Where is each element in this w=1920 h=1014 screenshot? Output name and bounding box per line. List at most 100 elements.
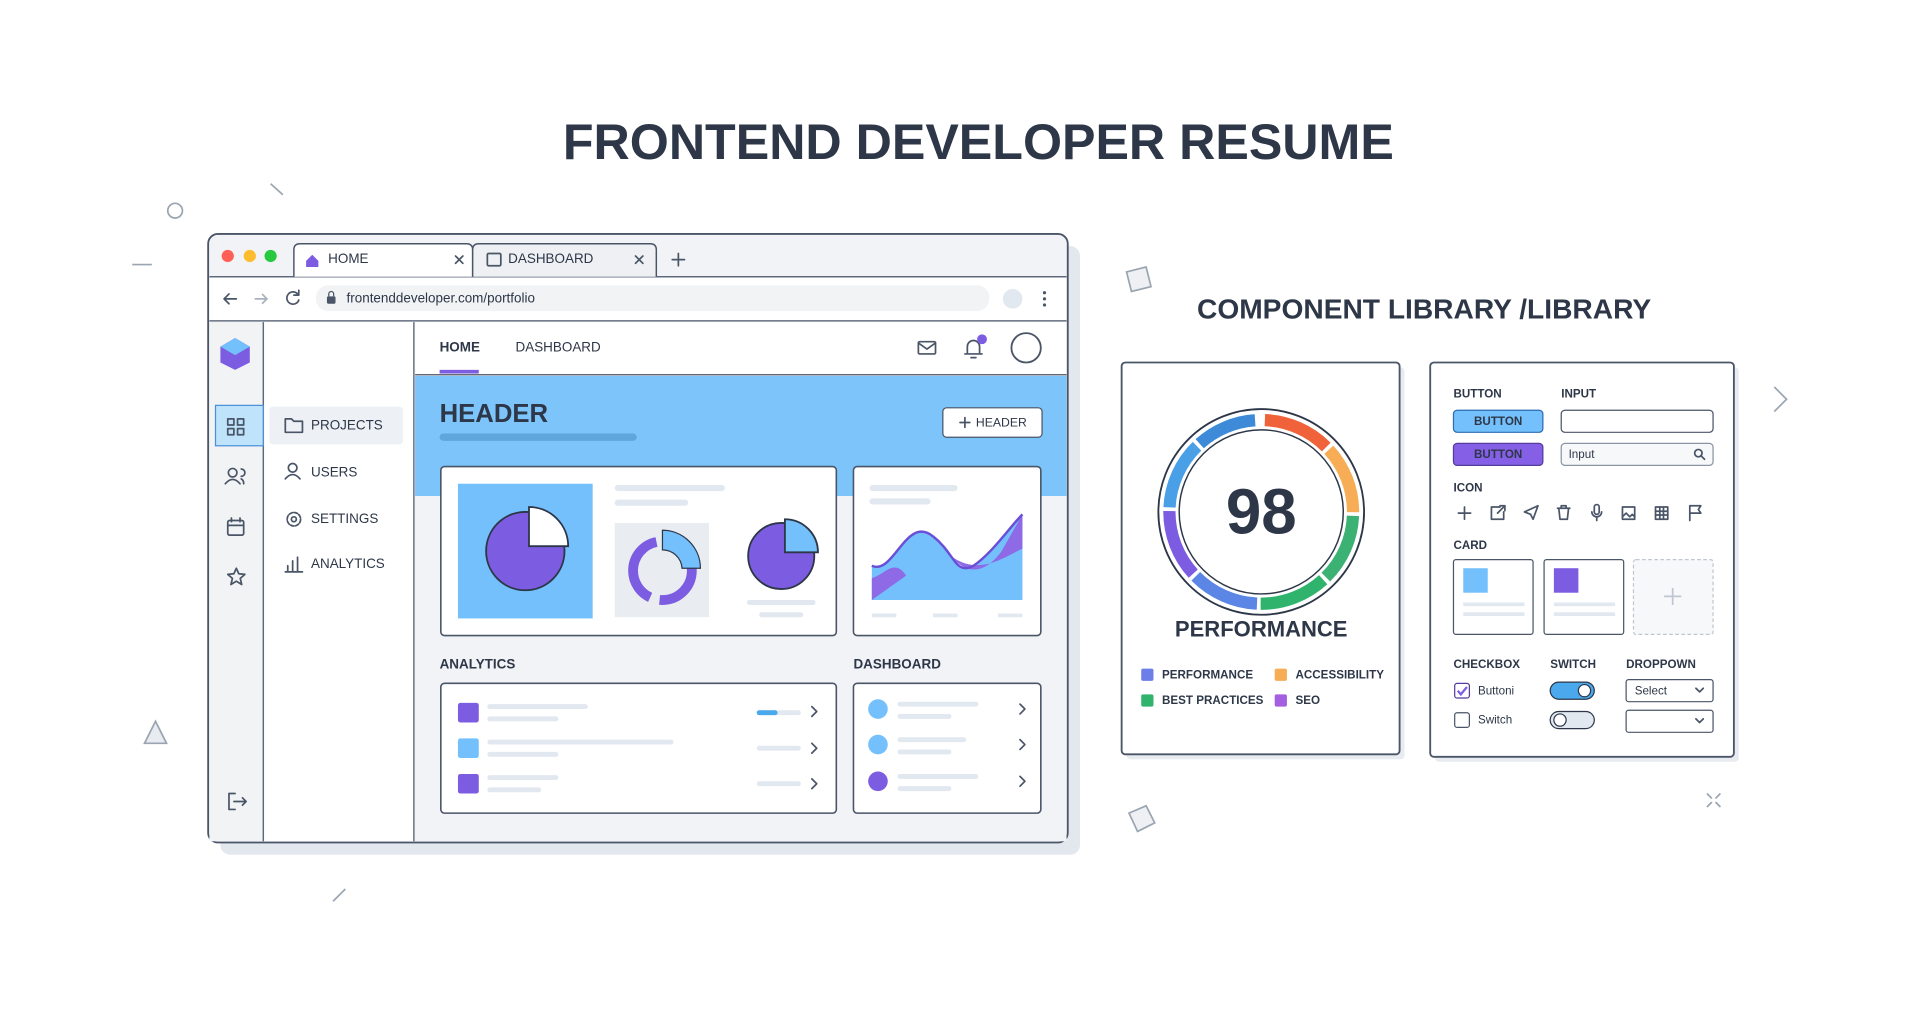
switch-off[interactable] — [1549, 710, 1595, 730]
checkbox[interactable]: Switch — [1454, 712, 1513, 729]
nav-item[interactable]: SETTINGS — [286, 511, 378, 527]
list-card-part — [457, 738, 479, 759]
chart-card-part — [746, 600, 816, 605]
icon-row-part — [1490, 504, 1506, 521]
dashboard-list-card-part — [868, 699, 888, 719]
top-nav-part — [917, 342, 937, 350]
sample-button[interactable]: BUTTON — [1452, 442, 1544, 466]
browser-tab-part — [471, 243, 658, 277]
area-chart-card-part — [933, 613, 958, 618]
sample-input[interactable] — [1560, 409, 1714, 433]
dashboard-list-card-part — [897, 749, 952, 755]
icon-row-part — [1621, 506, 1636, 521]
browser-tab-part — [486, 252, 502, 267]
section-label: ANALYTICS — [440, 657, 516, 672]
browser-tab[interactable]: HOME — [293, 243, 474, 277]
icon-row-part — [1654, 506, 1669, 521]
performance-card-part — [1157, 408, 1365, 616]
list-card-part — [457, 773, 479, 794]
address-bar-part — [1042, 303, 1047, 307]
button-label: BUTTON — [1474, 448, 1522, 461]
sample-button-part — [1452, 442, 1544, 466]
switch-off-part — [1553, 713, 1567, 727]
dropdown[interactable]: Select — [1625, 679, 1714, 703]
area-chart-card — [852, 465, 1042, 637]
nav-item[interactable]: PROJECTS — [284, 418, 383, 434]
nav-item[interactable]: ANALYTICS — [284, 556, 385, 573]
sample-cards-part — [1553, 612, 1616, 616]
performance-score: 98 — [1226, 477, 1297, 548]
sample-cards-part — [1463, 612, 1525, 616]
component-label: INPUT — [1561, 387, 1596, 400]
icon-row-part — [1523, 504, 1539, 521]
nav-tab[interactable]: HOME — [440, 339, 480, 354]
header-button-label: HEADER — [976, 415, 1027, 429]
legend-label: BEST PRACTICES — [1162, 694, 1264, 707]
dropdown-part — [1625, 679, 1714, 703]
dropdown[interactable] — [1625, 709, 1714, 733]
icon-row-part — [1621, 512, 1636, 518]
decoration — [132, 183, 1788, 902]
legend-swatch — [1141, 694, 1154, 707]
dashboard-list-card-part — [897, 737, 967, 743]
logout-icon[interactable] — [228, 792, 247, 811]
legend-label: PERFORMANCE — [1162, 668, 1253, 681]
sample-search-input-part — [1693, 448, 1703, 458]
sample-search-input-part — [1699, 454, 1706, 461]
switch-on[interactable] — [1549, 681, 1595, 700]
header-title: HEADER — [440, 400, 549, 428]
browser-tab[interactable]: DASHBOARD — [471, 243, 658, 277]
sidebar-icon-part — [226, 417, 235, 426]
decoration-part — [1127, 804, 1156, 833]
checkbox-label: Switch — [1478, 714, 1512, 727]
icon-row-part — [1654, 506, 1669, 521]
dropdown-part — [1695, 717, 1705, 724]
top-nav-part — [917, 340, 937, 355]
performance-card-part — [1163, 413, 1360, 610]
nav-item-part — [284, 473, 301, 480]
nav-highlight — [269, 406, 403, 445]
checkbox-part — [1454, 682, 1470, 699]
sample-search-input[interactable]: Input — [1560, 442, 1714, 466]
legend-swatch — [1141, 668, 1154, 681]
dashboard-list-card-part — [868, 771, 888, 792]
header-button-part — [942, 407, 1043, 438]
new-tab-button[interactable] — [671, 252, 686, 267]
nav-item[interactable]: USERS — [284, 462, 357, 480]
top-nav: HOME DASHBOARD — [415, 322, 1067, 376]
nav-label: ANALYTICS — [311, 556, 385, 571]
component-label: DROPPOWN — [1626, 658, 1696, 671]
list-card-part — [487, 716, 559, 722]
decoration-part — [1125, 265, 1153, 293]
legend-swatch — [1274, 694, 1287, 707]
dashboard-list-card-part — [897, 773, 979, 779]
dashboard-list-card-part — [1019, 703, 1026, 715]
logout-icon-part — [228, 792, 247, 811]
section-label: DASHBOARD — [853, 657, 941, 672]
list-card-part — [756, 745, 801, 751]
list-card-part — [487, 787, 542, 793]
browser-window-part — [221, 249, 234, 263]
sample-button[interactable]: BUTTON — [1452, 409, 1544, 433]
performance-card: 98 PERFORMANCE PERFORMANCE ACCESSIBILITY B… — [1120, 361, 1405, 760]
sidebar-icon[interactable] — [226, 517, 245, 537]
chart-card-part — [614, 484, 725, 492]
header-band-part — [439, 433, 637, 441]
header-button[interactable]: HEADER — [942, 407, 1043, 438]
performance-card-part-part — [1163, 413, 1360, 610]
sidebar-icon[interactable] — [224, 467, 246, 485]
nav-tab[interactable]: DASHBOARD — [516, 339, 602, 354]
sidebar-icon[interactable] — [214, 404, 264, 447]
sample-cards-part — [1463, 568, 1488, 593]
area-chart-card-part — [871, 613, 897, 618]
browser-tab-part — [293, 243, 474, 277]
dashboard-list-card-part — [868, 734, 888, 755]
browser-window-part — [264, 249, 277, 263]
checkbox[interactable]: Buttoni — [1454, 682, 1514, 699]
url[interactable]: frontenddeveloper.com/portfolio — [347, 290, 535, 305]
list-card-part — [457, 702, 479, 723]
sidebar-icon[interactable] — [226, 567, 246, 586]
sidebar-icon-part — [226, 517, 245, 527]
